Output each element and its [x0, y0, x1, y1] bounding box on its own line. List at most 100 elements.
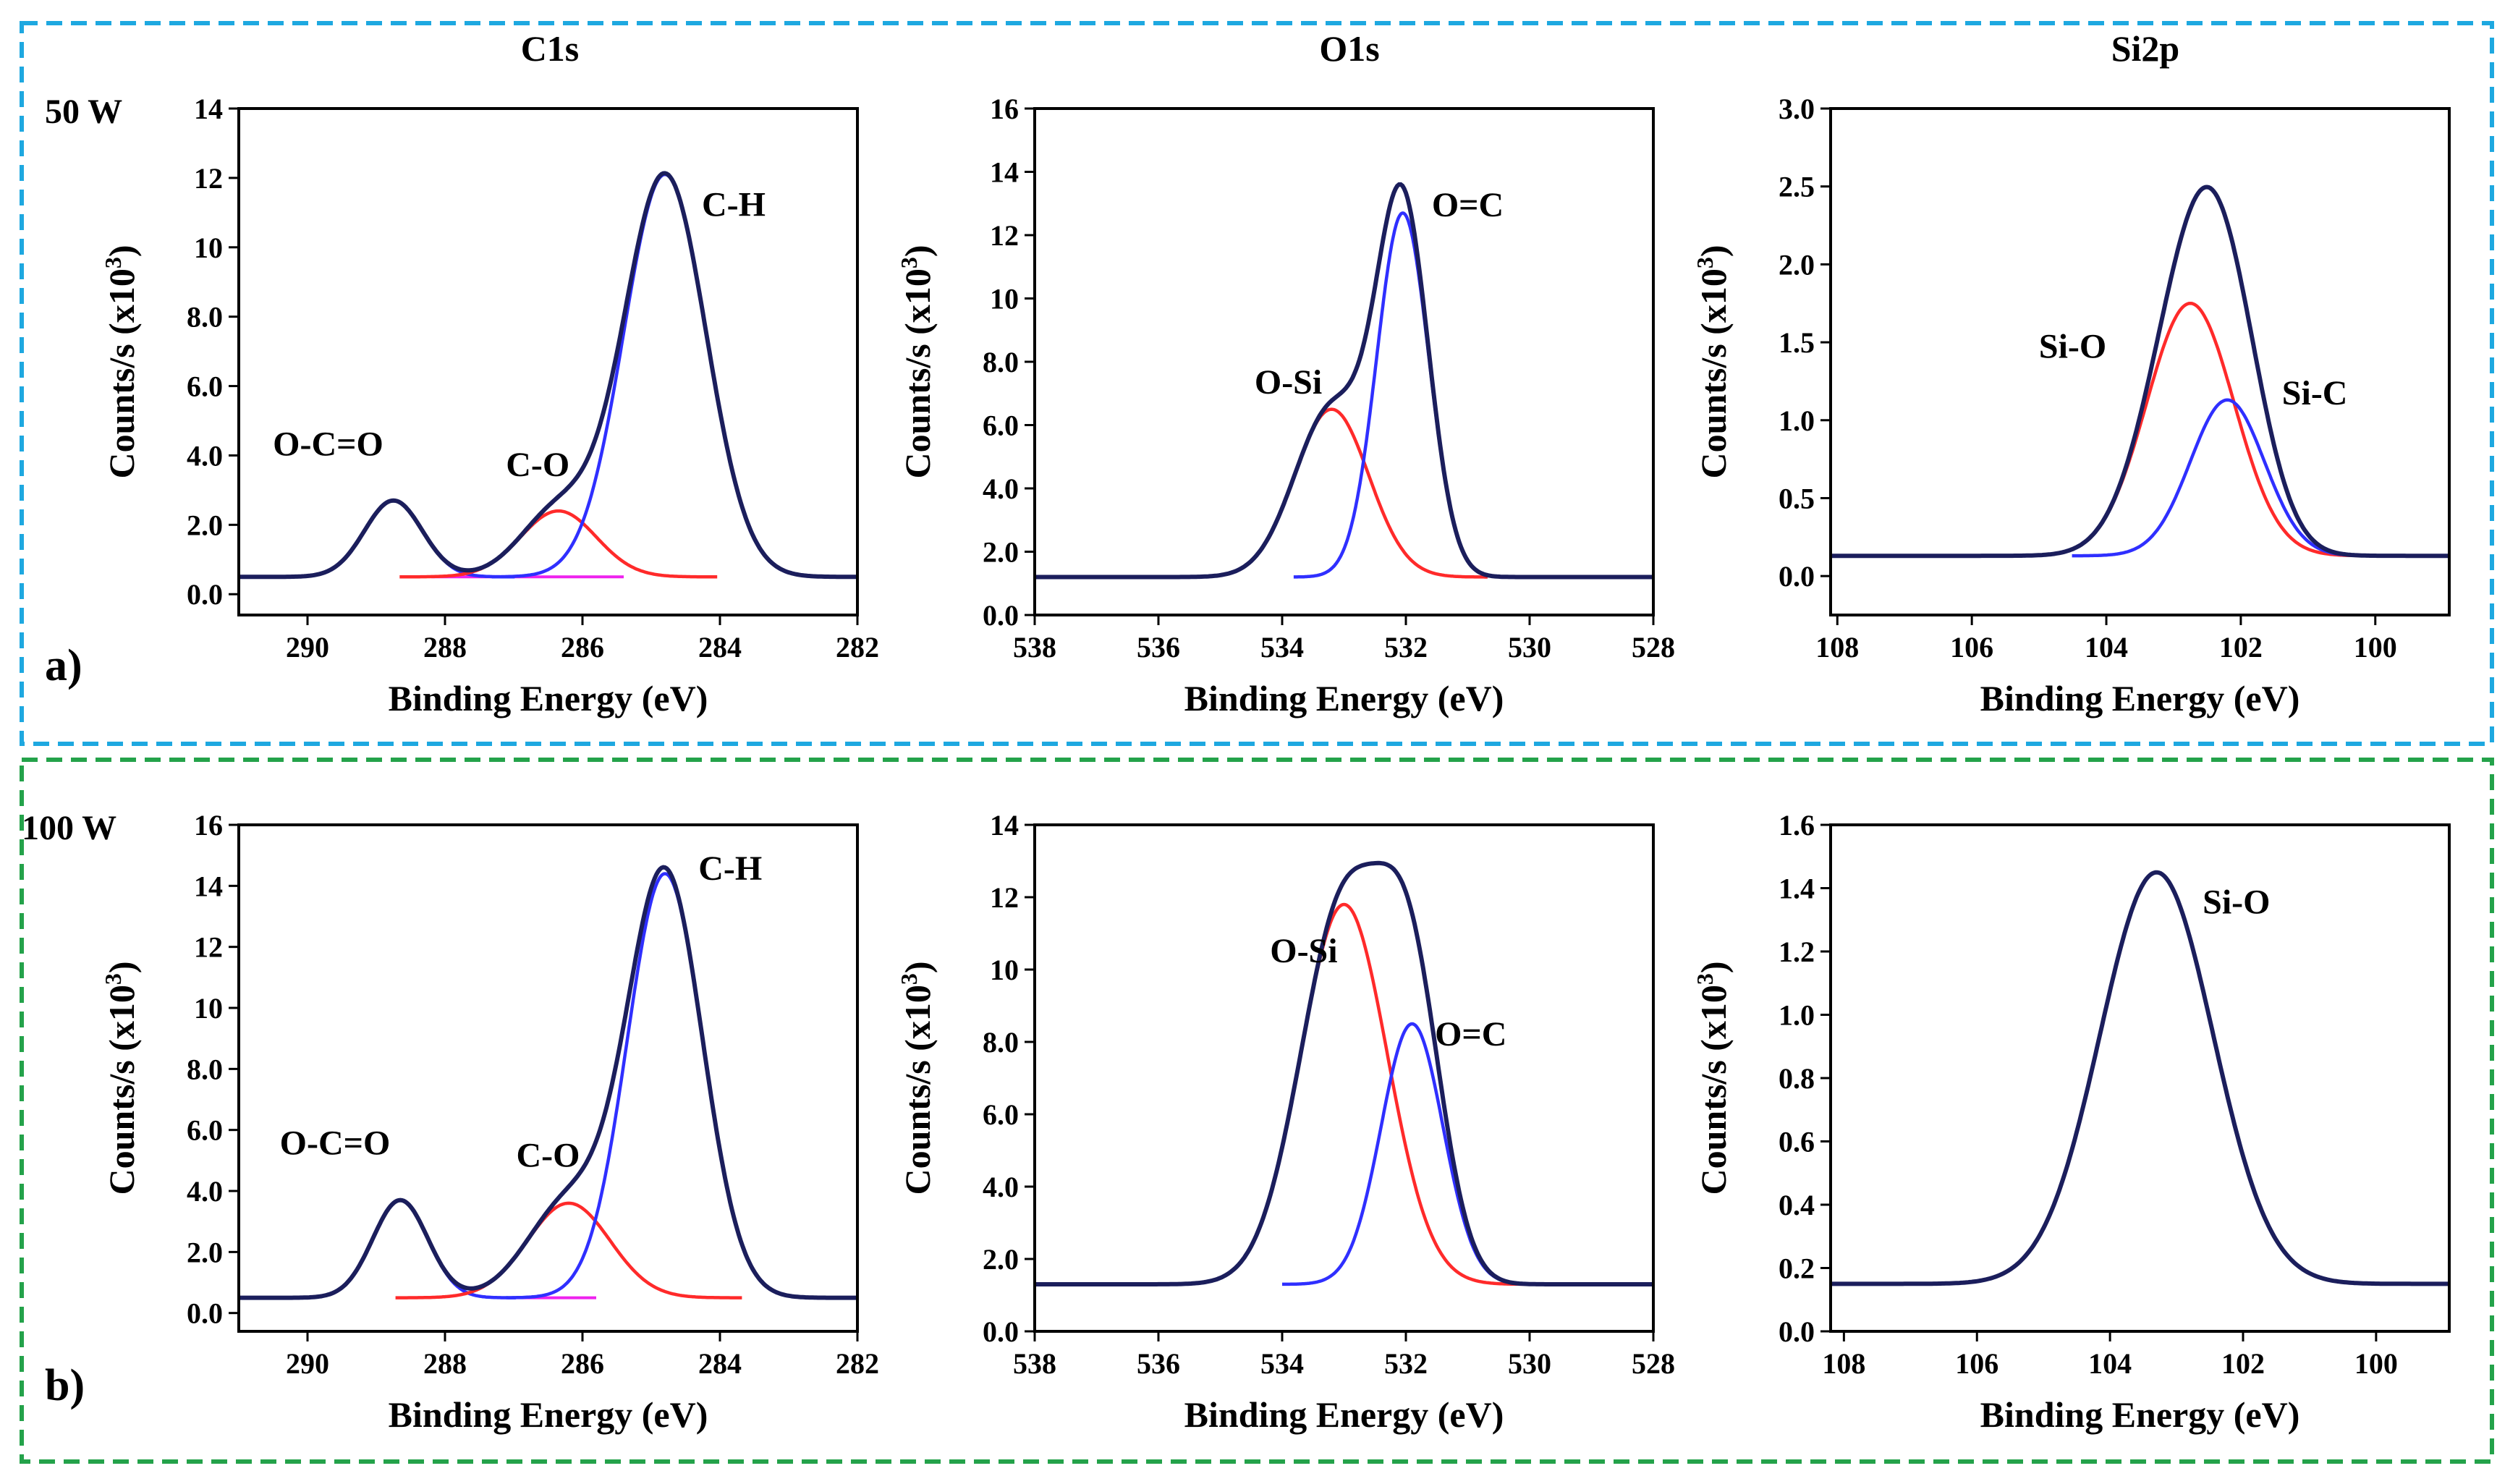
- envelope-curve: [1035, 182, 1653, 580]
- y-tick-label: 12: [990, 881, 1019, 914]
- y-tick-label: 2.5: [1779, 171, 1815, 203]
- chart-si2p-a: 108 106 104 102 100 0.0 0.5 1.0 1.5 2.0 2.5 3.0 Bind…: [1692, 93, 2451, 718]
- y-tick-label: 2.0: [1779, 248, 1815, 281]
- y-tick-label: 16: [194, 809, 223, 841]
- y-tick-label: 1.0: [1779, 404, 1815, 437]
- y-axis-label: Counts/s (x103): [896, 245, 938, 479]
- peak-label-o-c-o: O-C=O: [280, 1124, 391, 1162]
- column-title-c1s: C1s: [521, 28, 580, 69]
- y-tick-label: 8.0: [187, 301, 223, 334]
- component-peak-c-o: [399, 509, 718, 579]
- y-axis-label-superscript: 3: [100, 257, 126, 268]
- envelope-curve: [239, 171, 857, 580]
- peak-label-c-h: C-H: [702, 186, 766, 224]
- x-tick-label: 530: [1508, 1347, 1551, 1380]
- y-axis-label: Counts/s (x103): [100, 962, 142, 1195]
- peak-label-c-o: C-O: [506, 446, 569, 484]
- column-title-si2p: Si2p: [2111, 28, 2180, 69]
- x-tick-label: 284: [698, 1347, 742, 1380]
- y-tick-label: 6.0: [983, 1098, 1019, 1131]
- x-tick-label: 100: [2354, 631, 2397, 663]
- y-tick-label: 3.0: [1779, 93, 1815, 125]
- y-tick-label: 10: [194, 232, 223, 264]
- envelope-curve: [239, 865, 857, 1300]
- chart-o1s-a: 538 536 534 532 530 528 0.0 2.0 4.0 6.0 8.0 10 12 14 1…: [896, 93, 1675, 718]
- envelope-curve: [1831, 870, 2449, 1286]
- power-label-100w: 100 W: [22, 809, 116, 847]
- y-tick-label: 4.0: [983, 1171, 1019, 1203]
- y-tick-label: 12: [194, 162, 223, 195]
- x-tick-label: 530: [1508, 631, 1551, 663]
- y-tick-label: 14: [194, 93, 223, 125]
- y-tick-label: 1.2: [1779, 936, 1815, 968]
- y-tick-label: 4.0: [983, 472, 1019, 505]
- x-axis-label: Binding Energy (eV): [389, 678, 708, 718]
- peak-label-si-c: Si-C: [2282, 374, 2348, 412]
- x-axis-label: Binding Energy (eV): [1184, 1394, 1504, 1435]
- x-tick-label: 290: [286, 631, 329, 663]
- y-tick-label: 0.8: [1779, 1062, 1815, 1095]
- component-peak-c-o: [395, 1201, 742, 1299]
- y-axis-label-superscript: 3: [896, 257, 922, 268]
- y-axis-label-text: Counts/s (x10: [1693, 268, 1734, 478]
- x-tick-label: 288: [423, 631, 467, 663]
- x-tick-label: 108: [1815, 631, 1859, 663]
- y-tick-label: 0.0: [983, 1315, 1019, 1348]
- y-tick-label: 1.0: [1779, 999, 1815, 1032]
- y-axis-label: Counts/s (x103): [1692, 245, 1734, 479]
- y-tick-label: 10: [990, 283, 1019, 315]
- y-tick-label: 6.0: [983, 410, 1019, 442]
- x-tick-label: 534: [1260, 1347, 1304, 1380]
- plot-frame: [1033, 823, 1655, 1333]
- y-tick-label: 0.0: [187, 1297, 223, 1330]
- x-tick-label: 104: [2085, 631, 2128, 663]
- column-title-o1s: O1s: [1319, 28, 1379, 69]
- chart-c1s-a: 290 288 286 284 282 0.0 2.0 4.0 6.0 8.0 10 12 14 Bind…: [100, 93, 879, 718]
- x-axis-label: Binding Energy (eV): [389, 1394, 708, 1435]
- peak-label-c-h: C-H: [698, 849, 762, 888]
- x-tick-label: 102: [2221, 1347, 2265, 1380]
- y-axis-label-close: ): [1693, 962, 1734, 974]
- x-tick-label: 290: [286, 1347, 329, 1380]
- x-tick-label: 538: [1013, 631, 1056, 663]
- y-tick-label: 2.0: [187, 1236, 223, 1268]
- x-tick-label: 286: [561, 1347, 604, 1380]
- y-tick-label: 0.0: [1779, 560, 1815, 593]
- y-axis-label-close: ): [101, 245, 142, 258]
- plot-frame: [237, 107, 859, 616]
- y-axis-label-close: ): [897, 245, 938, 258]
- y-axis-label-superscript: 3: [896, 973, 922, 985]
- y-tick-label: 14: [194, 870, 223, 902]
- y-axis-label-text: Counts/s (x10: [101, 985, 142, 1195]
- peak-label-c-o: C-O: [517, 1136, 580, 1174]
- y-axis-label: Counts/s (x103): [1692, 962, 1734, 1195]
- peak-label-o-c: O=C: [1435, 1015, 1506, 1053]
- chart-o1s-b: 538 536 534 532 530 528 0.0 2.0 4.0 6.0 8.0 10 12 14 B…: [896, 809, 1675, 1435]
- y-axis-label-superscript: 3: [100, 973, 126, 985]
- peak-label-o-c-o: O-C=O: [273, 425, 383, 463]
- y-tick-label: 1.4: [1779, 873, 1815, 905]
- x-tick-label: 536: [1137, 1347, 1180, 1380]
- plot-frame: [1829, 107, 2451, 616]
- x-axis-label: Binding Energy (eV): [1184, 678, 1504, 718]
- y-tick-label: 0.4: [1779, 1189, 1815, 1221]
- y-tick-label: 1.6: [1779, 809, 1815, 841]
- x-tick-label: 282: [836, 631, 879, 663]
- y-axis-label-close: ): [101, 962, 142, 974]
- y-tick-label: 12: [990, 219, 1019, 252]
- y-tick-label: 0.2: [1779, 1252, 1815, 1285]
- y-tick-label: 1.5: [1779, 326, 1815, 359]
- y-tick-label: 8.0: [983, 1026, 1019, 1059]
- y-tick-label: 8.0: [187, 1053, 223, 1085]
- y-tick-label: 12: [194, 931, 223, 964]
- x-tick-label: 528: [1632, 1347, 1675, 1380]
- y-tick-label: 0.0: [187, 578, 223, 611]
- envelope-curve: [1035, 860, 1653, 1286]
- y-axis-label: Counts/s (x103): [896, 962, 938, 1195]
- x-tick-label: 102: [2219, 631, 2263, 663]
- row-b-frame: [20, 758, 2494, 1464]
- y-axis-label-text: Counts/s (x10: [897, 268, 938, 478]
- x-tick-label: 536: [1137, 631, 1180, 663]
- y-axis-label-text: Counts/s (x10: [897, 985, 938, 1195]
